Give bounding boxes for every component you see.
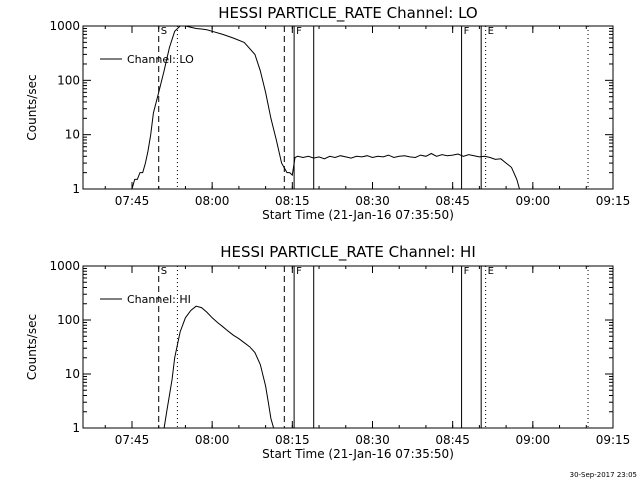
x-tick-label: 08:00 [195, 433, 230, 447]
plot-lo-channel: HESSI PARTICLE_RATE Channel: LO S F F E 07:45… [25, 4, 630, 222]
event-marker-label: F [296, 26, 302, 37]
legend-label: Channel: LO [127, 53, 194, 66]
y-tick-label: 1000 [49, 259, 80, 273]
x-tick-label: 09:00 [516, 194, 551, 208]
event-marker-label: F [296, 266, 302, 277]
y-tick-label: 10 [65, 367, 80, 381]
legend-label: Channel: HI [127, 293, 191, 306]
x-tick-label: 07:45 [115, 194, 150, 208]
plot-hi-channel: HESSI PARTICLE_RATE Channel: HI S F F E 07:45… [25, 243, 630, 461]
event-marker-label: F [464, 26, 470, 37]
y-axis-label: Counts/sec [25, 314, 39, 380]
print-timestamp: 30-Sep-2017 23:05 [570, 471, 637, 479]
x-tick-label: 09:15 [596, 433, 631, 447]
plot-frame [82, 25, 614, 190]
x-tick-label: 07:45 [115, 433, 150, 447]
y-tick-label: 1 [72, 182, 80, 196]
x-tick-label: 08:15 [275, 194, 310, 208]
x-tick-label: 08:15 [275, 433, 310, 447]
event-marker-label: S [161, 266, 167, 277]
data-series-line [163, 305, 275, 429]
event-marker-label: S [161, 26, 167, 37]
x-tick-label: 09:00 [516, 433, 551, 447]
event-marker-label: E [488, 266, 494, 277]
y-axis-label: Counts/sec [25, 74, 39, 140]
event-marker-label: F [464, 266, 470, 277]
y-tick-label: 10 [65, 128, 80, 142]
chart-title: HESSI PARTICLE_RATE Channel: HI [220, 243, 476, 262]
data-series-line [131, 25, 520, 190]
x-tick-label: 08:30 [355, 433, 390, 447]
y-tick-label: 1000 [49, 19, 80, 33]
x-tick-label: 08:45 [435, 194, 470, 208]
event-marker-label: E [488, 26, 494, 37]
y-tick-label: 1 [72, 421, 80, 435]
y-tick-label: 100 [57, 73, 80, 87]
chart-title: HESSI PARTICLE_RATE Channel: LO [218, 4, 477, 23]
x-tick-label: 08:30 [355, 194, 390, 208]
x-axis-label: Start Time (21-Jan-16 07:35:50) [262, 447, 454, 461]
plot-frame [82, 265, 614, 429]
x-axis-label: Start Time (21-Jan-16 07:35:50) [262, 208, 454, 222]
x-tick-label: 08:00 [195, 194, 230, 208]
y-tick-label: 100 [57, 313, 80, 327]
x-tick-label: 09:15 [596, 194, 631, 208]
x-tick-label: 08:45 [435, 433, 470, 447]
